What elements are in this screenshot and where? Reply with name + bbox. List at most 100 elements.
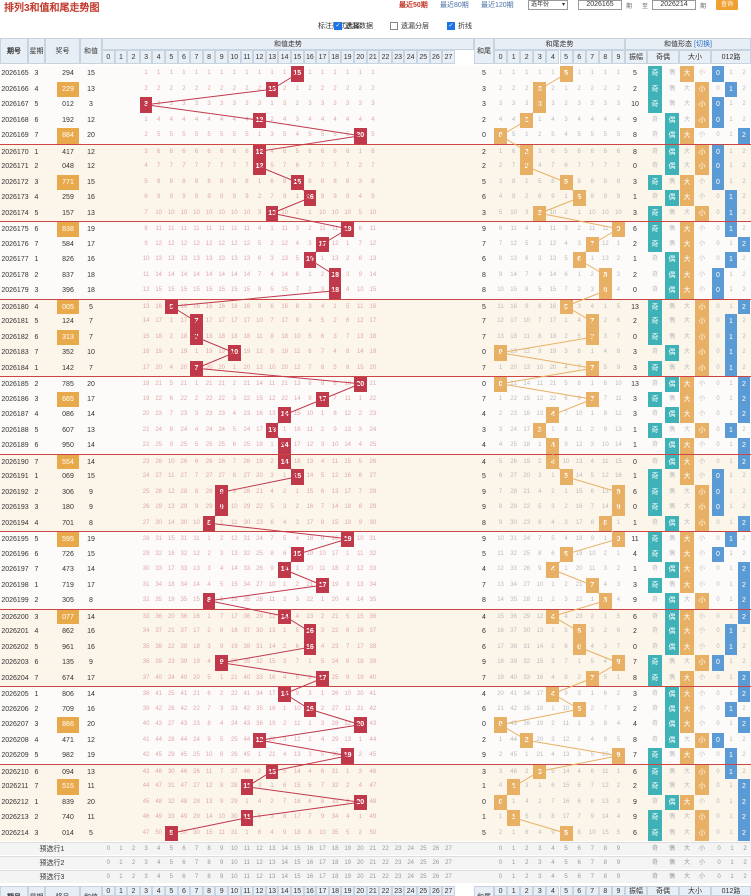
forecast-sum-cell[interactable]: 27 — [445, 860, 452, 866]
period-50-link[interactable]: 最近50期 — [399, 2, 428, 9]
forecast-shape-cell[interactable]: 奇 — [651, 860, 658, 866]
forecast-sum-cell[interactable]: 2 — [131, 860, 136, 866]
forecast-sum-cell[interactable]: 26 — [432, 874, 440, 880]
forecast-sum-cell[interactable]: 20 — [356, 846, 364, 852]
forecast-sum-cell[interactable]: 1 — [119, 874, 123, 880]
forecast-sum-cell[interactable]: 15 — [293, 874, 301, 880]
forecast-tail-cell[interactable]: 2 — [525, 874, 529, 880]
forecast-tail-cell[interactable]: 7 — [590, 846, 594, 852]
forecast-sum-cell[interactable]: 4 — [157, 846, 161, 852]
forecast-sum-cell[interactable]: 24 — [407, 846, 415, 852]
forecast-sum-cell[interactable]: 15 — [293, 846, 301, 852]
forecast-sum-cell[interactable]: 12 — [256, 874, 263, 880]
forecast-shape-cell[interactable]: 0 — [717, 874, 721, 880]
forecast-sum-cell[interactable]: 10 — [230, 874, 238, 880]
forecast-sum-cell[interactable]: 5 — [169, 846, 173, 852]
forecast-sum-cell[interactable]: 20 — [356, 860, 364, 866]
forecast-sum-cell[interactable]: 15 — [293, 860, 301, 866]
forecast-sum-cell[interactable]: 3 — [144, 860, 148, 866]
forecast-sum-cell[interactable]: 2 — [131, 874, 136, 880]
polyline-checkbox[interactable]: ✓ — [447, 22, 455, 30]
forecast-sum-cell[interactable]: 17 — [319, 874, 326, 880]
forecast-tail-cell[interactable]: 2 — [525, 846, 529, 852]
forecast-shape-cell[interactable]: 1 — [730, 846, 734, 852]
forecast-tail-cell[interactable]: 5 — [564, 846, 568, 852]
forecast-sum-cell[interactable]: 23 — [394, 846, 402, 852]
forecast-sum-cell[interactable]: 27 — [445, 874, 452, 880]
forecast-tail-cell[interactable]: 9 — [616, 860, 621, 866]
forecast-shape-cell[interactable]: 偶 — [668, 860, 675, 866]
forecast-sum-cell[interactable]: 0 — [106, 846, 110, 852]
forecast-shape-cell[interactable]: 0 — [717, 860, 721, 866]
forecast-sum-cell[interactable]: 26 — [432, 860, 440, 866]
forecast-sum-cell[interactable]: 18 — [331, 846, 339, 852]
forecast-shape-cell[interactable]: 2 — [743, 874, 747, 880]
forecast-sum-cell[interactable]: 23 — [394, 874, 402, 880]
forecast-sum-cell[interactable]: 10 — [230, 846, 238, 852]
forecast-sum-cell[interactable]: 8 — [207, 874, 211, 880]
forecast-tail-cell[interactable]: 3 — [538, 874, 542, 880]
forecast-sum-cell[interactable]: 22 — [382, 874, 389, 880]
forecast-sum-cell[interactable]: 19 — [344, 860, 352, 866]
forecast-tail-cell[interactable]: 5 — [564, 860, 568, 866]
query-button[interactable]: 查询 — [716, 0, 738, 10]
forecast-sum-cell[interactable]: 2 — [131, 846, 136, 852]
forecast-sum-cell[interactable]: 12 — [256, 846, 263, 852]
forecast-tail-cell[interactable]: 4 — [551, 846, 555, 852]
from-issue-input[interactable]: 2026165 — [578, 0, 622, 10]
forecast-sum-cell[interactable]: 0 — [106, 860, 110, 866]
forecast-sum-cell[interactable]: 18 — [331, 860, 339, 866]
forecast-sum-cell[interactable]: 11 — [243, 860, 250, 866]
period-120-link[interactable]: 最近120期 — [481, 2, 514, 9]
forecast-sum-cell[interactable]: 1 — [119, 846, 123, 852]
forecast-sum-cell[interactable]: 6 — [182, 846, 186, 852]
forecast-tail-cell[interactable]: 1 — [511, 846, 516, 852]
forecast-sum-cell[interactable]: 24 — [407, 860, 415, 866]
forecast-sum-cell[interactable]: 14 — [281, 874, 289, 880]
forecast-row[interactable]: 预选行3 0 1 2 3 4 5 6 7 8 9 10 11 12 13 14 15 16 17 18 19 20 21 22… — [0, 870, 751, 883]
forecast-sum-cell[interactable]: 18 — [331, 874, 339, 880]
forecast-sum-cell[interactable]: 11 — [243, 874, 250, 880]
forecast-tail-cell[interactable]: 1 — [511, 874, 516, 880]
forecast-sum-cell[interactable]: 19 — [344, 846, 352, 852]
forecast-sum-cell[interactable]: 13 — [268, 846, 276, 852]
forecast-sum-cell[interactable]: 27 — [445, 846, 452, 852]
forecast-shape-cell[interactable]: 2 — [743, 846, 747, 852]
forecast-row[interactable]: 预选行2 0 1 2 3 4 5 6 7 8 9 10 11 12 13 14 15 16 17 18 19 20 21 22… — [0, 856, 751, 869]
forecast-sum-cell[interactable]: 13 — [268, 860, 276, 866]
forecast-sum-cell[interactable]: 9 — [220, 860, 224, 866]
forecast-shape-cell[interactable]: 偶 — [668, 874, 675, 880]
forecast-shape-cell[interactable]: 大 — [683, 874, 690, 880]
shape-switch-link[interactable]: [切换] — [694, 41, 712, 48]
forecast-sum-cell[interactable]: 10 — [230, 860, 238, 866]
forecast-sum-cell[interactable]: 7 — [194, 874, 199, 880]
forecast-sum-cell[interactable]: 0 — [106, 874, 110, 880]
forecast-tail-cell[interactable]: 8 — [603, 860, 608, 866]
forecast-tail-cell[interactable]: 8 — [603, 846, 608, 852]
forecast-sum-cell[interactable]: 4 — [157, 874, 161, 880]
forecast-shape-cell[interactable]: 1 — [730, 874, 734, 880]
forecast-sum-cell[interactable]: 9 — [220, 846, 224, 852]
forecast-tail-cell[interactable]: 8 — [603, 874, 608, 880]
forecast-shape-cell[interactable]: 大 — [683, 846, 690, 852]
forecast-sum-cell[interactable]: 21 — [369, 846, 377, 852]
forecast-sum-cell[interactable]: 13 — [268, 874, 276, 880]
forecast-sum-cell[interactable]: 12 — [256, 860, 263, 866]
forecast-sum-cell[interactable]: 5 — [169, 860, 173, 866]
forecast-tail-cell[interactable]: 0 — [498, 846, 503, 852]
forecast-sum-cell[interactable]: 25 — [419, 846, 427, 852]
forecast-sum-cell[interactable]: 11 — [243, 846, 250, 852]
forecast-tail-cell[interactable]: 4 — [551, 874, 555, 880]
forecast-sum-cell[interactable]: 20 — [356, 874, 364, 880]
missing-layer-checkbox[interactable] — [390, 22, 398, 30]
year-select[interactable]: 选年份 ▾ — [528, 0, 568, 10]
forecast-sum-cell[interactable]: 16 — [306, 874, 314, 880]
forecast-sum-cell[interactable]: 3 — [144, 846, 148, 852]
forecast-tail-cell[interactable]: 2 — [525, 860, 529, 866]
forecast-tail-cell[interactable]: 6 — [577, 846, 581, 852]
forecast-sum-cell[interactable]: 25 — [419, 874, 427, 880]
forecast-sum-cell[interactable]: 22 — [382, 860, 389, 866]
forecast-sum-cell[interactable]: 26 — [432, 846, 440, 852]
forecast-sum-cell[interactable]: 7 — [194, 860, 199, 866]
forecast-shape-cell[interactable]: 奇 — [651, 874, 658, 880]
